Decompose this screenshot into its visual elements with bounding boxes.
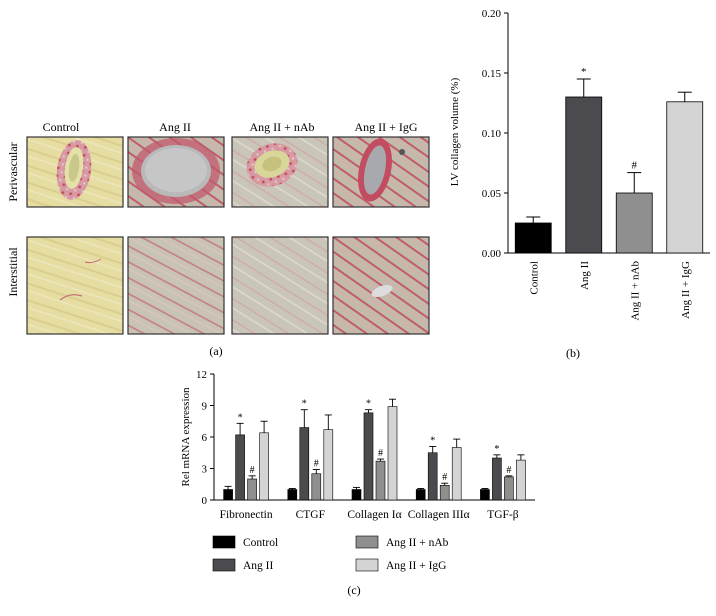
- significance-mark: #: [314, 459, 319, 470]
- chart-b-marks: Control * Ang II # Ang II + nAb Ang II + IgG: [514, 66, 704, 321]
- bar-tgf-ang-ii: [492, 457, 502, 501]
- y-tick-label: 3: [202, 464, 208, 476]
- significance-mark: *: [430, 435, 435, 446]
- legend-swatch-control: [212, 535, 236, 549]
- significance-mark: #: [378, 448, 383, 459]
- bar-collagen-i-ang-ii: [363, 412, 374, 501]
- column-label-ang-ii: Ang II: [159, 120, 191, 134]
- bar-fibronectin-ang-ii: [235, 434, 245, 501]
- x-tick-label: Collagen Iα: [347, 509, 401, 521]
- micrograph-interstitial-ang-ii-nab: [231, 236, 329, 335]
- x-tick-label: CTGF: [296, 509, 325, 521]
- significance-mark: *: [366, 399, 371, 410]
- micrograph-perivascular-ang-ii: [127, 136, 225, 208]
- bar-fibronectin-ang-ii-nab: [247, 478, 257, 501]
- bar-ang-ii: [565, 96, 603, 254]
- bar-ctgf-ang-ii-nab: [311, 473, 322, 501]
- legend-label-ang-ii-igg: Ang II + IgG: [386, 560, 446, 572]
- y-tick-label: 0.15: [482, 68, 502, 80]
- histology-panel: Control Ang II Ang II + nAb Ang II + IgG…: [6, 120, 430, 358]
- y-tick-label: 0.05: [482, 188, 502, 200]
- bar-collagen-iii-ang-ii-nab: [439, 484, 450, 501]
- bar-fibronectin-ang-ii-igg: [259, 432, 269, 501]
- column-label-ang-ii-nab: Ang II + nAb: [249, 120, 314, 134]
- bar-tgf-ang-ii-nab: [504, 476, 514, 501]
- y-tick-label: 0.20: [482, 8, 502, 20]
- chart-c-ylabel: Rel mRNA expression: [180, 387, 192, 486]
- column-label-control: Control: [43, 120, 80, 134]
- bar-control: [514, 222, 552, 254]
- panel-c-label: (c): [347, 583, 360, 597]
- legend-label-control: Control: [243, 537, 278, 549]
- bar-ctgf-control: [287, 489, 298, 501]
- y-tick-label: 6: [202, 432, 208, 444]
- x-tick-label: Ang II + IgG: [680, 261, 692, 319]
- x-tick-label: TGF-β: [487, 509, 519, 521]
- legend-swatch-ang-ii-nab: [355, 535, 379, 549]
- bar-collagen-iii-control: [415, 489, 426, 501]
- legend-label-ang-ii-nab: Ang II + nAb: [386, 537, 449, 549]
- chart-b-ylabel: LV collagen volume (%): [449, 77, 461, 186]
- y-tick-label: 12: [196, 369, 207, 381]
- chart-c-legend: Control Ang II Ang II + nAb Ang II + IgG: [212, 535, 449, 572]
- x-tick-label: Ang II: [579, 261, 591, 290]
- x-tick-label: Ang II + nAb: [629, 261, 641, 321]
- bar-ang-ii-igg: [666, 101, 704, 254]
- bar-ctgf-ang-ii: [299, 427, 310, 501]
- significance-mark: *: [494, 444, 499, 455]
- significance-mark: *: [302, 399, 307, 410]
- significance-mark: #: [632, 160, 638, 172]
- bar-ang-ii-nab: [615, 192, 653, 254]
- bar-collagen-iii-ang-ii: [427, 452, 438, 501]
- micrograph-perivascular-control: [26, 136, 124, 208]
- row-label-perivascular: Perivascular: [6, 142, 20, 201]
- panel-b-label: (b): [566, 346, 580, 360]
- micrograph-perivascular-ang-ii-nab: [231, 136, 329, 208]
- bar-tgf-ang-ii-igg: [516, 459, 526, 501]
- x-tick-label: Control: [528, 261, 540, 295]
- micrograph-interstitial-control: [26, 236, 124, 335]
- chart-c-marks: * # Fibronectin * # CTGF * # Collagen Iα * # Collag…: [220, 399, 526, 521]
- significance-mark: #: [442, 472, 447, 483]
- y-tick-label: 0.10: [482, 128, 502, 140]
- bar-ctgf-ang-ii-igg: [323, 429, 334, 501]
- legend-label-ang-ii: Ang II: [243, 560, 274, 572]
- bar-tgf-control: [480, 489, 490, 501]
- column-label-ang-ii-igg: Ang II + IgG: [354, 120, 417, 134]
- bar-collagen-i-ang-ii-igg: [387, 406, 398, 501]
- collagen-volume-chart: LV collagen volume (%) 0.000.050.100.150…: [449, 8, 710, 360]
- row-label-interstitial: Interstitial: [6, 247, 20, 297]
- y-tick-label: 0: [202, 495, 208, 507]
- significance-mark: *: [581, 66, 587, 78]
- legend-swatch-ang-ii-igg: [355, 558, 379, 572]
- y-tick-label: 0.00: [482, 248, 502, 260]
- micrograph-perivascular-ang-ii-igg: [332, 136, 430, 208]
- y-tick-label: 9: [202, 401, 208, 413]
- significance-mark: #: [506, 465, 511, 476]
- x-tick-label: Fibronectin: [220, 509, 273, 521]
- micrograph-interstitial-ang-ii-igg: [332, 236, 430, 335]
- panel-a-label: (a): [209, 344, 222, 358]
- x-tick-label: Collagen IIIα: [408, 509, 470, 521]
- bar-fibronectin-control: [223, 489, 233, 501]
- micrograph-interstitial-ang-ii: [127, 236, 225, 335]
- bar-collagen-i-control: [351, 489, 362, 501]
- significance-mark: #: [250, 465, 255, 476]
- legend-swatch-ang-ii: [212, 558, 236, 572]
- bar-collagen-iii-ang-ii-igg: [451, 447, 462, 501]
- mrna-expression-chart: Rel mRNA expression 0 3 6 9 12 * # Fibronectin…: [180, 369, 535, 597]
- significance-mark: *: [238, 412, 243, 423]
- bar-collagen-i-ang-ii-nab: [375, 460, 386, 501]
- chart-b-axes: 0.00 0.05 0.10 0.15 0.20: [482, 8, 710, 260]
